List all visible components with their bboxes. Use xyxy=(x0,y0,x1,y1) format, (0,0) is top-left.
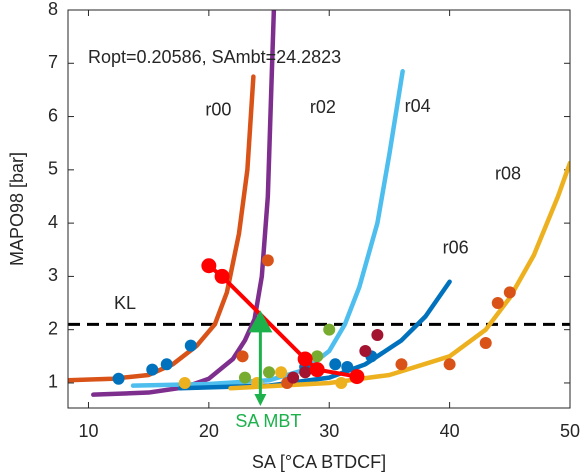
y-tick-label: 8 xyxy=(48,0,58,19)
data-point xyxy=(371,329,384,342)
series-line xyxy=(68,74,256,383)
data-point xyxy=(341,360,354,373)
series-line xyxy=(130,69,405,388)
y-tick-label: 3 xyxy=(48,265,58,285)
y-axis-label: MAPO98 [bar] xyxy=(7,152,27,266)
data-point xyxy=(146,363,159,376)
data-point xyxy=(184,339,197,352)
annotation: Ropt=0.20586, SAmbt=24.2823 xyxy=(88,47,341,67)
data-point xyxy=(178,376,191,389)
x-tick-label: 20 xyxy=(199,421,219,441)
series-label: r08 xyxy=(495,164,521,184)
data-point xyxy=(443,358,456,371)
data-point xyxy=(359,344,372,357)
data-point xyxy=(309,362,325,378)
data-point xyxy=(491,297,504,310)
data-point xyxy=(297,351,313,367)
data-point xyxy=(275,366,288,379)
data-point xyxy=(323,323,336,336)
data-point xyxy=(349,369,365,385)
series-line xyxy=(91,10,277,397)
data-point xyxy=(238,371,251,384)
x-tick-label: 40 xyxy=(440,421,460,441)
y-tick-label: 7 xyxy=(48,52,58,72)
data-point xyxy=(236,350,249,363)
series-label: r04 xyxy=(405,96,431,116)
marker xyxy=(248,310,273,333)
x-tick-label: 10 xyxy=(78,421,98,441)
y-tick-label: 5 xyxy=(48,159,58,179)
data-point xyxy=(299,366,312,379)
y-tick-label: 6 xyxy=(48,105,58,125)
y-tick-label: 1 xyxy=(48,372,58,392)
data-point xyxy=(201,258,217,274)
marker-arrow-head xyxy=(254,394,267,406)
series-layer xyxy=(68,10,570,397)
y-tick-label: 2 xyxy=(48,318,58,338)
x-tick-label: 30 xyxy=(319,421,339,441)
data-point xyxy=(214,268,230,284)
plot-frame xyxy=(67,9,571,409)
series-line xyxy=(228,160,570,391)
series-label: r00 xyxy=(205,99,231,119)
marker-label: SA MBT xyxy=(235,411,301,431)
data-point xyxy=(503,286,516,299)
plot-area: 10 20 30 40 50 1 2 3 4 5 6 7 8 KL r00 r02 r04 r06 r08 SA MB… xyxy=(48,0,580,441)
series-label: r02 xyxy=(310,97,336,117)
y-tick-label: 4 xyxy=(48,212,58,232)
data-point xyxy=(160,358,173,371)
data-point xyxy=(261,254,274,267)
data-point xyxy=(335,376,348,389)
data-point xyxy=(112,372,125,385)
series-label: r06 xyxy=(443,237,469,257)
data-point xyxy=(479,336,492,349)
x-tick-label: 50 xyxy=(560,421,580,441)
data-point xyxy=(329,358,342,371)
data-point xyxy=(263,366,276,379)
reference-label: KL xyxy=(114,293,136,313)
data-point xyxy=(287,371,300,384)
data-point xyxy=(311,350,324,363)
x-axis-label: SA [°CA BTDCF] xyxy=(252,452,386,472)
data-point xyxy=(395,358,408,371)
